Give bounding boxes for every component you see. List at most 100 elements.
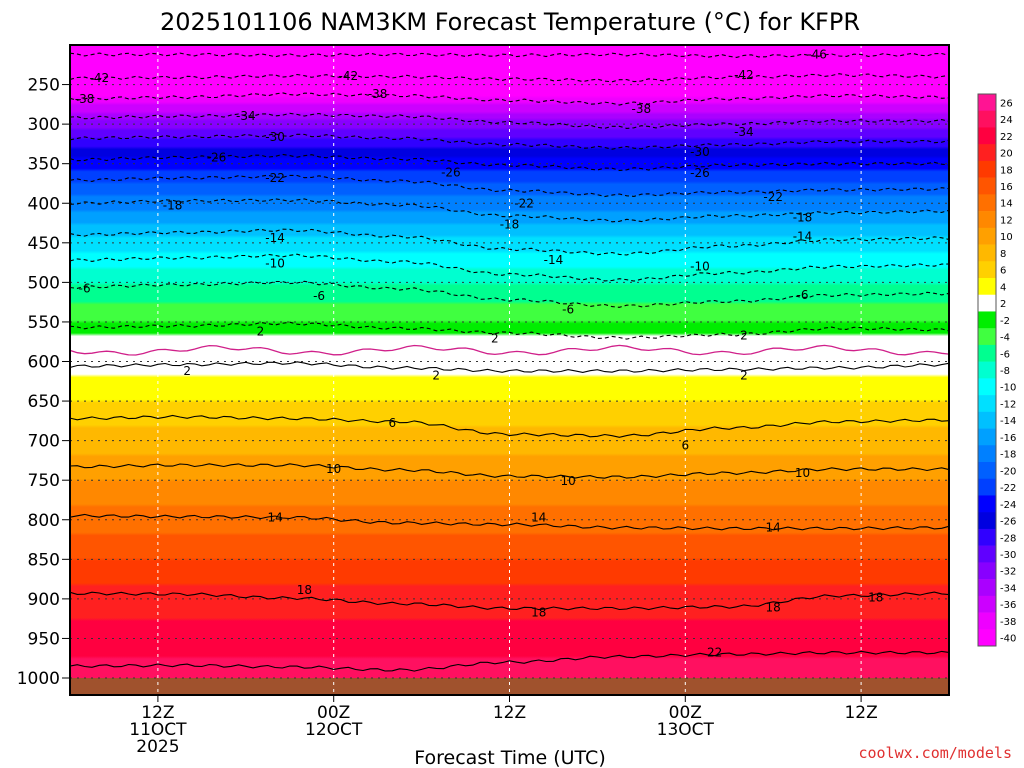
colorbar-label: -26 — [1000, 517, 1016, 528]
contour-label: -10 — [265, 256, 285, 270]
contour-label: -14 — [265, 231, 285, 245]
colorbar-label: 6 — [1000, 266, 1006, 277]
colorbar-swatch — [978, 344, 996, 362]
colorbar-label: -32 — [1000, 567, 1016, 578]
contour-label: 10 — [560, 474, 575, 488]
colorbar-label: -8 — [1000, 366, 1010, 377]
contour-label: 10 — [326, 462, 341, 476]
colorbar-swatch — [978, 612, 996, 630]
contour-lines — [70, 52, 949, 672]
y-tick-label: 750 — [28, 471, 60, 491]
x-tick-label: 13OCT — [657, 720, 715, 740]
y-tick-label: 800 — [28, 511, 60, 531]
y-tick-label: 350 — [28, 155, 60, 175]
colorbar-swatch — [978, 411, 996, 429]
colorbar-swatch — [978, 445, 996, 463]
contour-label: -42 — [89, 71, 109, 85]
colorbar-swatch — [978, 595, 996, 613]
contour-line--6 — [70, 280, 949, 308]
contour-line--2 — [70, 321, 949, 340]
contour-label: 2 — [491, 332, 499, 346]
colorbar-label: -2 — [1000, 316, 1010, 327]
contour-label: 2 — [183, 364, 191, 378]
colorbar-label: -22 — [1000, 483, 1016, 494]
credit-text: coolwx.com/models — [858, 744, 1012, 762]
colorbar-label: 20 — [1000, 149, 1013, 160]
colorbar-swatch — [978, 462, 996, 480]
y-tick-label: 300 — [28, 115, 60, 135]
contour-label: -42 — [339, 69, 359, 83]
contour-label: 10 — [795, 466, 810, 480]
contour-label: -38 — [368, 87, 388, 101]
colorbar-label: -16 — [1000, 433, 1016, 444]
colorbar-swatch — [978, 177, 996, 195]
contour-line--26 — [70, 153, 949, 171]
y-tick-label: 1000 — [17, 669, 60, 689]
x-tick-label: 12Z — [844, 703, 877, 723]
y-tick-label: 550 — [28, 313, 60, 333]
contour-line--14 — [70, 228, 949, 256]
y-tick-label: 400 — [28, 194, 60, 214]
contour-label: 2 — [432, 369, 440, 383]
x-tick-label: 00Z — [317, 703, 350, 723]
colorbar-label: 10 — [1000, 232, 1013, 243]
contour-line-14 — [70, 513, 949, 531]
colorbar-swatch — [978, 278, 996, 296]
colorbar-swatch — [978, 478, 996, 496]
contour-label: 6 — [388, 416, 396, 430]
colorbar-label: 22 — [1000, 132, 1013, 143]
colorbar-swatch — [978, 545, 996, 563]
contour-line--18 — [70, 198, 949, 223]
colorbar-swatch — [978, 528, 996, 546]
contour-label: -6 — [562, 302, 574, 316]
colorbar: 26 24 22 20 18 16 14 12 10 8 6 4 2 -2 -4 -6 -8 -10 -12 -14 -… — [977, 93, 1016, 647]
y-tick-label: 650 — [28, 392, 60, 412]
contour-label: 14 — [267, 510, 282, 524]
contour-label: -14 — [544, 253, 564, 267]
colorbar-label: 2 — [1000, 299, 1006, 310]
contour-label: -22 — [763, 190, 783, 204]
contour-label: -26 — [441, 165, 461, 179]
colorbar-label: 26 — [1000, 98, 1013, 109]
colorbar-label: -34 — [1000, 583, 1016, 594]
contour-line--10 — [70, 253, 949, 282]
colorbar-swatch — [978, 261, 996, 279]
colorbar-swatch — [978, 512, 996, 530]
colorbar-swatch — [978, 395, 996, 413]
contour-label: -18 — [793, 210, 813, 224]
contour-label: -22 — [265, 171, 285, 185]
colorbar-label: 16 — [1000, 182, 1013, 193]
freezing-line — [70, 344, 949, 356]
contour-line--30 — [70, 133, 949, 150]
colorbar-label: -18 — [1000, 450, 1016, 461]
colorbar-swatch — [978, 294, 996, 312]
colorbar-label: -40 — [1000, 634, 1016, 645]
contour-label: -22 — [514, 196, 534, 210]
x-tick-label: 12Z — [493, 703, 526, 723]
contour-labels: -46 -42 -42 -42 -38 -38 -38 -34 -34 -30 -30 -26 -26 -… — [75, 47, 884, 659]
contour-label: -14 — [793, 229, 813, 243]
contour-label: -18 — [500, 218, 520, 232]
chart-title: 2025101106 NAM3KM Forecast Temperature (… — [160, 8, 860, 36]
contour-line--34 — [70, 112, 949, 129]
contour-line-22 — [70, 650, 949, 672]
contour-line-6 — [70, 414, 949, 438]
colorbar-swatch — [978, 495, 996, 513]
y-tick-label: 500 — [28, 273, 60, 293]
colorbar-swatch — [978, 160, 996, 178]
colorbar-label: 12 — [1000, 215, 1013, 226]
contour-label: -38 — [632, 102, 652, 116]
contour-label: -30 — [265, 130, 285, 144]
colorbar-label: -6 — [1000, 349, 1010, 360]
contour-label: -46 — [807, 47, 827, 61]
contour-label: 2 — [740, 369, 748, 383]
contour-label: -34 — [236, 109, 256, 123]
colorbar-swatch — [978, 244, 996, 262]
colorbar-label: -28 — [1000, 533, 1016, 544]
x-tick-label: 00Z — [669, 703, 702, 723]
contour-label: -30 — [690, 145, 710, 159]
colorbar-frame — [977, 93, 997, 647]
colorbar-label: 4 — [1000, 282, 1006, 293]
colorbar-swatch — [978, 211, 996, 229]
